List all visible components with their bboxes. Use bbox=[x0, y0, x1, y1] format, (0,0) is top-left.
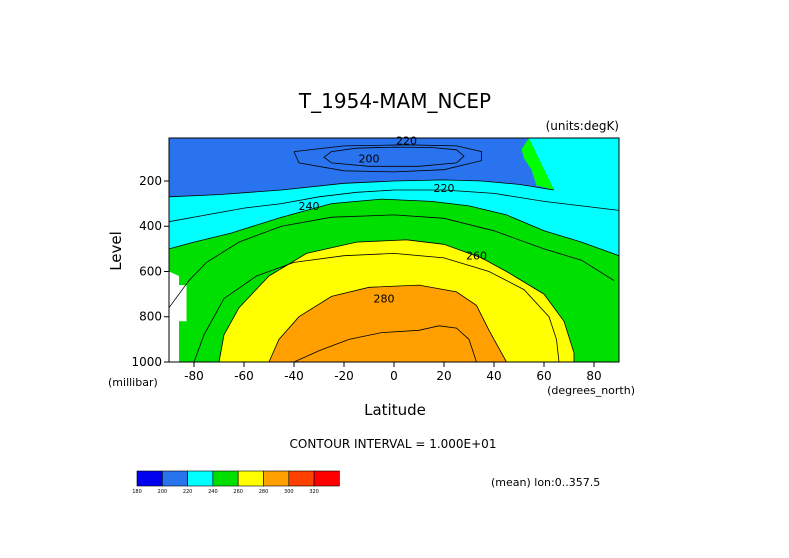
region-band-280-290 bbox=[269, 285, 507, 362]
x-tick-label: 20 bbox=[436, 369, 451, 383]
colorbar-label: 200 bbox=[158, 489, 168, 495]
colorbar-swatch bbox=[162, 470, 188, 487]
colorbar-label: 300 bbox=[284, 489, 294, 495]
contour-label-3: 240 bbox=[299, 200, 320, 213]
y-tick-label: 600 bbox=[139, 264, 162, 278]
y-tick-label: 1000 bbox=[131, 355, 162, 369]
contour-label-2: 220 bbox=[434, 182, 455, 195]
filled-contours bbox=[169, 138, 619, 362]
colorbar-swatch bbox=[313, 470, 340, 487]
colorbar-swatch bbox=[263, 470, 290, 487]
x-tick-label: 80 bbox=[586, 369, 601, 383]
colorbar-label: 240 bbox=[208, 489, 218, 495]
x-axis: -80 -60 -40 -20 0 20 40 60 80 bbox=[184, 362, 602, 383]
colorbar-label: 180 bbox=[132, 489, 142, 495]
x-tick-label: 40 bbox=[486, 369, 501, 383]
contour-line-260 bbox=[218, 239, 575, 363]
contour-line-250 bbox=[168, 214, 615, 308]
contour-line-290 bbox=[293, 325, 477, 363]
x-tick-label: -40 bbox=[284, 369, 304, 383]
contour-line-240 bbox=[168, 198, 620, 257]
y-tick-label: 200 bbox=[139, 174, 162, 188]
x-tick-label: -60 bbox=[234, 369, 254, 383]
contour-line-210 bbox=[293, 144, 482, 173]
y-tick-label: 800 bbox=[139, 310, 162, 324]
x-tick-label: -20 bbox=[334, 369, 354, 383]
y-axis-label: Level bbox=[107, 231, 125, 271]
x-tick-label: -80 bbox=[184, 369, 204, 383]
contour-line-200 bbox=[323, 146, 465, 167]
contour-line-270 bbox=[193, 252, 560, 363]
contour-label-0: 220 bbox=[396, 134, 417, 147]
colorbar-label: 220 bbox=[183, 489, 193, 495]
contour-lines bbox=[168, 144, 620, 363]
x-tick-label: 60 bbox=[536, 369, 551, 383]
y-tick-label: 400 bbox=[139, 219, 162, 233]
region-missing-data bbox=[169, 271, 187, 362]
colorbar-swatch bbox=[288, 470, 315, 487]
y-axis: 200 400 600 800 1000 bbox=[131, 174, 169, 369]
contour-line-220 bbox=[168, 179, 555, 198]
x-tick-label: 0 bbox=[390, 369, 398, 383]
colorbar-label: 260 bbox=[233, 489, 243, 495]
contour-label-4: 260 bbox=[466, 250, 487, 263]
x-unit-label: (degrees_north) bbox=[547, 384, 635, 397]
colorbar-label: 320 bbox=[309, 489, 319, 495]
plot-area: 220 200 220 240 260 280 bbox=[168, 134, 620, 363]
chart-title: T_1954-MAM_NCEP bbox=[298, 89, 491, 113]
contour-label-5: 280 bbox=[374, 293, 395, 306]
region-band-220-240 bbox=[169, 138, 619, 256]
x-axis-label: Latitude bbox=[364, 401, 426, 419]
colorbar-swatch bbox=[187, 470, 214, 487]
contour-label-1: 200 bbox=[359, 152, 380, 165]
region-band-200-220 bbox=[169, 138, 554, 197]
colorbar-swatch bbox=[237, 470, 264, 487]
footer-text: (mean) lon:0..357.5 bbox=[491, 476, 600, 489]
units-label: (units:degK) bbox=[546, 119, 619, 133]
colorbar-label: 280 bbox=[259, 489, 269, 495]
colorbar: 180 200 220 240 260 280 300 320 bbox=[132, 470, 340, 495]
contour-line-230 bbox=[168, 189, 620, 223]
colorbar-swatch bbox=[136, 470, 163, 487]
colorbar-swatch bbox=[212, 470, 239, 487]
contour-interval-text: CONTOUR INTERVAL = 1.000E+01 bbox=[290, 437, 497, 451]
contour-line-280 bbox=[268, 284, 507, 363]
y-unit-label: (millibar) bbox=[108, 376, 158, 389]
